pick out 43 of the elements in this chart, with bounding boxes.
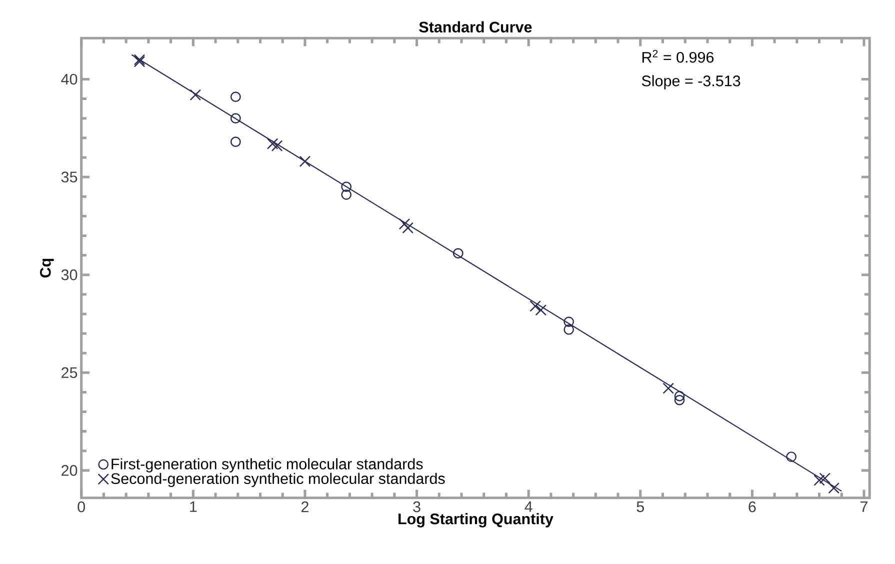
point bbox=[341, 189, 352, 200]
point bbox=[674, 390, 685, 402]
point bbox=[564, 316, 574, 327]
point bbox=[230, 136, 241, 148]
x-tick-label: 4 bbox=[524, 501, 532, 512]
y-tick-label: 35 bbox=[61, 172, 78, 182]
point bbox=[230, 92, 241, 102]
point bbox=[398, 218, 410, 230]
point bbox=[535, 304, 547, 316]
point bbox=[564, 324, 574, 335]
y-tick-label: 30 bbox=[61, 269, 78, 280]
point bbox=[190, 89, 202, 101]
x-tick-label: 1 bbox=[190, 501, 197, 512]
point bbox=[814, 474, 825, 486]
point bbox=[266, 138, 278, 150]
legend-label: First-generation synthetic molecular standards bbox=[112, 458, 423, 472]
x-axis-title: Log Starting Quantity bbox=[398, 513, 554, 528]
point bbox=[299, 156, 311, 168]
point bbox=[402, 222, 414, 234]
y-axis-title: Cq bbox=[40, 258, 54, 278]
x-tick-label: 0 bbox=[78, 501, 85, 512]
x-tick-label: 2 bbox=[301, 501, 308, 512]
point bbox=[452, 248, 464, 259]
point bbox=[271, 140, 283, 152]
chart-title: Standard Curve bbox=[419, 21, 532, 33]
y-tick-label: 40 bbox=[61, 74, 78, 85]
point bbox=[530, 300, 541, 312]
y-tick-label: 20 bbox=[62, 465, 78, 476]
point bbox=[819, 472, 831, 484]
y-tick-label: 25 bbox=[62, 367, 78, 378]
point bbox=[341, 182, 352, 192]
point bbox=[230, 113, 241, 124]
point bbox=[786, 452, 797, 462]
point bbox=[828, 482, 840, 494]
annotation: R$^{2}$ = 0.996 bbox=[642, 50, 714, 63]
legend-label: Second-generation synthetic molecular standards bbox=[111, 472, 445, 488]
x-tick-label: 5 bbox=[636, 501, 644, 512]
x-tick-label: 7 bbox=[860, 501, 868, 512]
annotation: Slope = -3.513 bbox=[642, 75, 740, 90]
x-tick-label: 6 bbox=[748, 501, 756, 512]
point bbox=[662, 382, 674, 394]
x-tick-label: 3 bbox=[413, 501, 420, 512]
point bbox=[674, 394, 685, 406]
